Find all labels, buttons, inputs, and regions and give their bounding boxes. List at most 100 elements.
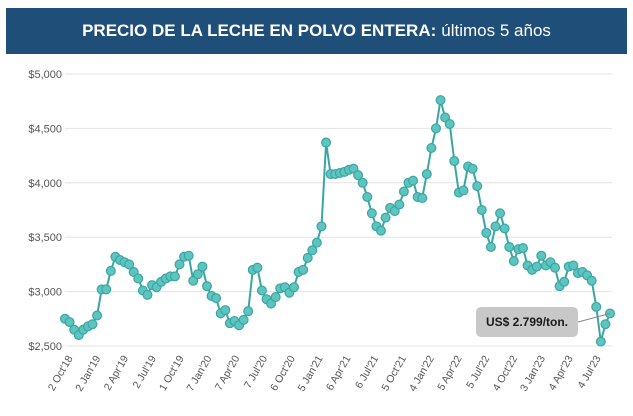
x-tick-label: 6 Jul'21	[353, 353, 381, 390]
data-point	[101, 284, 112, 295]
data-point	[595, 336, 606, 347]
data-point	[238, 314, 249, 325]
data-point	[169, 271, 180, 282]
callout-label: US$ 2.799/ton.	[486, 315, 568, 329]
data-point	[197, 261, 208, 272]
data-point	[481, 227, 492, 238]
data-point	[517, 243, 528, 254]
data-point	[211, 293, 222, 304]
data-point	[307, 245, 318, 256]
data-point	[430, 123, 441, 134]
data-point	[600, 319, 611, 330]
data-point	[270, 292, 281, 303]
data-point	[504, 241, 515, 252]
data-point	[298, 264, 309, 275]
data-point	[316, 221, 327, 232]
data-point	[435, 95, 446, 106]
x-tick-label: 7 Apr'20	[213, 353, 243, 392]
data-point	[531, 261, 542, 272]
callout-box	[476, 307, 578, 337]
data-point	[183, 250, 194, 261]
y-axis-ticks: $2,500 $3,000 $3,500 $4,000 $4,500 $5,000	[28, 69, 62, 353]
data-point	[192, 269, 203, 280]
data-point	[394, 199, 405, 210]
x-tick-label: 7 Jan'20	[184, 353, 214, 393]
y-tick-label: $2,500	[28, 341, 62, 353]
x-tick-label: 5 Apr'22	[435, 353, 465, 392]
data-point	[124, 259, 135, 270]
y-tick-label: $4,000	[28, 178, 62, 190]
x-tick-label: 2 Oct'18	[46, 353, 76, 393]
x-tick-label: 3 Jan'23	[518, 353, 548, 393]
data-point	[508, 256, 519, 267]
data-point	[220, 305, 231, 316]
data-point	[380, 212, 391, 223]
data-point	[256, 285, 267, 296]
data-point	[495, 208, 506, 219]
x-tick-label: 2 Apr'19	[102, 353, 132, 392]
x-tick-label: 4 Oct'22	[490, 353, 520, 393]
data-point	[417, 193, 428, 204]
data-point	[357, 177, 368, 188]
data-point	[467, 163, 478, 174]
data-point	[353, 170, 364, 181]
data-point	[591, 301, 602, 312]
chart-title-regular: últimos 5 años	[441, 21, 551, 40]
data-point	[174, 259, 185, 270]
data-point	[105, 265, 116, 276]
data-point	[536, 250, 547, 261]
data-markers	[59, 95, 615, 347]
chart-title-bold: PRECIO DE LA LECHE EN POLVO ENTERA:	[82, 21, 437, 40]
data-point	[550, 262, 561, 273]
x-tick-label: 2 Jan'19	[73, 353, 103, 393]
x-tick-label: 2 Jul'19	[131, 353, 159, 390]
data-point	[64, 317, 75, 328]
data-point	[398, 186, 409, 197]
x-tick-label: 7 Jul'20	[242, 353, 270, 390]
data-point	[311, 237, 322, 248]
callout-leader	[577, 312, 611, 323]
x-tick-label: 4 Jul'23	[575, 353, 603, 390]
y-tick-label: $5,000	[28, 69, 62, 81]
data-point	[490, 221, 501, 232]
data-point	[472, 181, 483, 192]
data-point	[87, 319, 98, 330]
data-point	[201, 281, 212, 292]
series-line	[64, 99, 611, 342]
data-point	[421, 169, 432, 180]
y-tick-label: $3,500	[28, 232, 62, 244]
data-point	[133, 273, 144, 284]
x-tick-label: 1 Oct'19	[157, 353, 187, 393]
data-point	[92, 310, 103, 321]
data-point	[499, 223, 510, 234]
data-point	[449, 156, 460, 167]
data-point	[321, 137, 332, 148]
data-point	[485, 241, 496, 252]
data-point	[362, 191, 373, 202]
data-point	[252, 262, 263, 273]
x-tick-label: 4 Apr'23	[546, 353, 576, 392]
data-point	[568, 260, 579, 271]
x-tick-label: 5 Oct'21	[379, 353, 409, 393]
data-point	[559, 276, 570, 287]
data-point	[302, 252, 313, 263]
data-point	[444, 119, 455, 130]
x-tick-label: 5 Jan'21	[296, 353, 326, 393]
data-point	[476, 205, 487, 216]
data-point	[426, 142, 437, 153]
x-tick-label: 4 Jan'22	[407, 353, 437, 393]
x-axis-ticks: 2 Oct'182 Jan'192 Apr'19 2 Jul'191 Oct'19…	[46, 353, 604, 393]
data-point	[243, 306, 254, 317]
data-point	[458, 185, 469, 196]
data-point	[376, 225, 387, 236]
x-tick-label: 5 Jul'22	[464, 353, 492, 390]
x-tick-label: 6 Apr'21	[324, 353, 354, 392]
price-callout: US$ 2.799/ton.	[476, 307, 611, 337]
y-tick-label: $3,000	[28, 287, 62, 299]
data-point	[288, 282, 299, 293]
gridlines	[65, 73, 612, 347]
data-point	[586, 275, 597, 286]
y-tick-label: $4,500	[28, 123, 62, 135]
title-banner: PRECIO DE LA LECHE EN POLVO ENTERA: últi…	[6, 8, 627, 54]
